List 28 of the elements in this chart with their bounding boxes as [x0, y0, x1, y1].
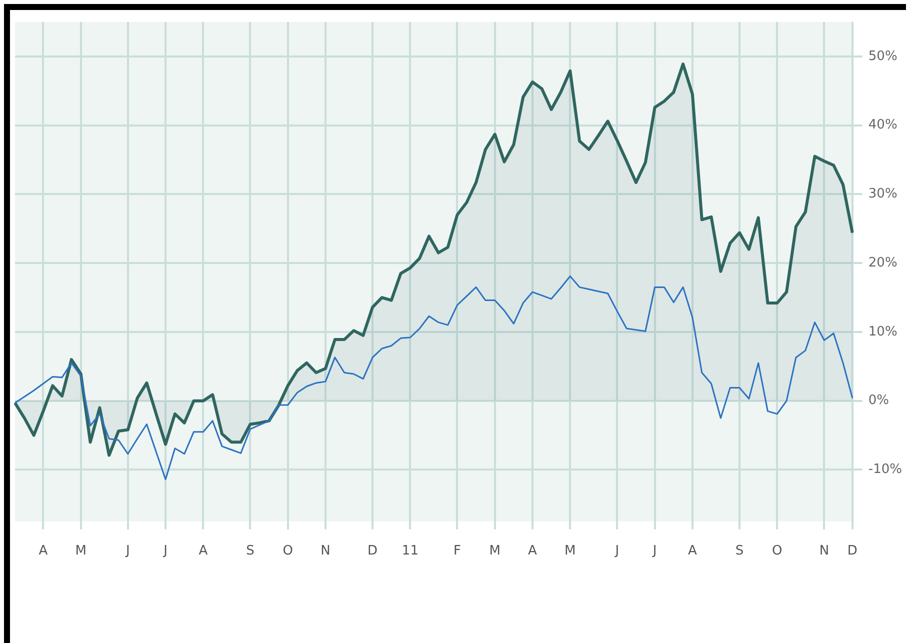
x-tick-label: A — [198, 544, 208, 559]
y-tick-label: -10% — [868, 462, 902, 478]
x-tick-label: J — [614, 544, 620, 559]
x-tick-label: M — [564, 544, 576, 559]
x-tick-label: 11 — [402, 544, 418, 559]
y-tick-label: 10% — [868, 324, 898, 340]
x-tick-label: O — [772, 544, 782, 559]
y-tick-label: 40% — [868, 118, 898, 133]
x-tick-label: A — [38, 544, 48, 559]
x-tick-label: N — [320, 544, 330, 559]
x-tick-label: A — [528, 544, 538, 559]
y-tick-label: 20% — [868, 255, 898, 270]
x-tick-label: J — [652, 544, 657, 559]
y-tick-label: 0% — [868, 393, 890, 408]
x-tick-label: O — [282, 544, 293, 559]
x-tick-label: J — [124, 544, 130, 559]
x-tick-label: D — [368, 544, 378, 559]
x-tick-label: M — [75, 544, 86, 559]
y-tick-label: 50% — [868, 48, 898, 64]
y-tick-label: 30% — [868, 186, 898, 202]
x-tick-label: D — [847, 544, 858, 559]
x-tick-label: N — [819, 544, 830, 559]
x-tick-label: S — [246, 544, 254, 559]
x-tick-label: F — [453, 544, 461, 559]
x-tick-label: A — [688, 544, 698, 559]
x-tick-label: S — [735, 544, 744, 559]
x-tick-label: M — [489, 544, 500, 559]
x-tick-label: J — [162, 544, 168, 559]
